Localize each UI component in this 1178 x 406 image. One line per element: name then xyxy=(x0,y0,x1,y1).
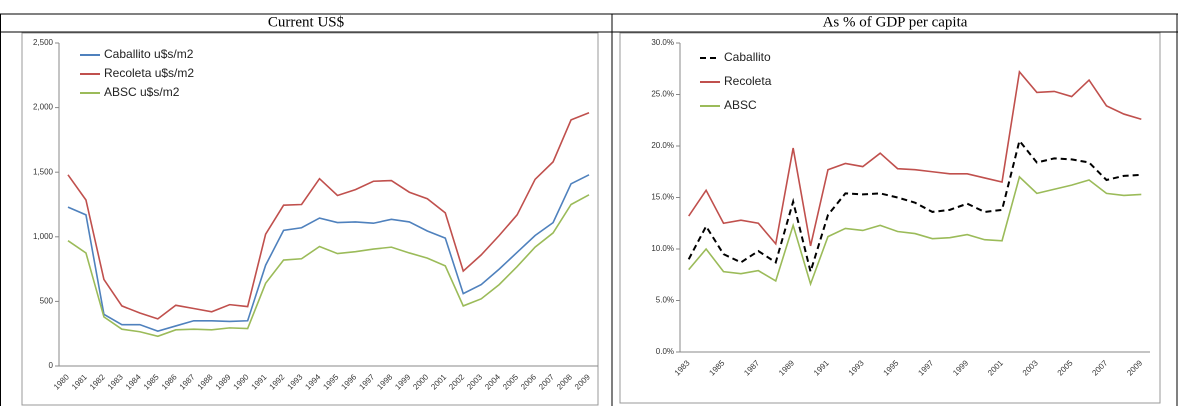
x-tick-label: 2008 xyxy=(555,372,574,391)
legend-label: Caballito u$s/m2 xyxy=(104,47,194,61)
x-tick-label: 1991 xyxy=(812,358,831,377)
x-tick-label: 2003 xyxy=(1021,358,1040,377)
x-tick-label: 2007 xyxy=(537,372,556,391)
series-line xyxy=(67,174,590,332)
x-tick-label: 1999 xyxy=(951,358,970,377)
x-tick-label: 1996 xyxy=(339,372,358,391)
x-tick-label: 1995 xyxy=(882,358,901,377)
x-tick-label: 1988 xyxy=(196,372,215,391)
legend-label: ABSC xyxy=(724,98,757,112)
legend-label: ABSC u$s/m2 xyxy=(104,85,180,99)
x-tick-label: 1983 xyxy=(673,358,692,377)
x-tick-label: 1985 xyxy=(707,358,726,377)
series-line xyxy=(688,175,1142,287)
x-tick-label: 2001 xyxy=(986,358,1005,377)
x-tick-label: 2006 xyxy=(519,372,538,391)
x-tick-label: 2001 xyxy=(429,372,448,391)
y-tick-label: 0.0% xyxy=(656,347,674,356)
x-tick-label: 1987 xyxy=(742,358,761,377)
x-tick-label: 2002 xyxy=(447,372,466,391)
x-tick-label: 1986 xyxy=(160,372,179,391)
x-tick-label: 1997 xyxy=(916,358,935,377)
x-tick-label: 1991 xyxy=(250,372,269,391)
y-tick-label: 1,500 xyxy=(33,167,54,176)
series-line xyxy=(67,194,590,338)
legend-label: Caballito xyxy=(724,50,771,64)
x-tick-label: 1995 xyxy=(321,372,340,391)
y-tick-label: 0 xyxy=(49,361,54,370)
y-tick-label: 2,000 xyxy=(33,103,54,112)
x-tick-label: 2005 xyxy=(501,372,520,391)
x-tick-label: 2004 xyxy=(483,372,502,391)
legend-label: Recoleta xyxy=(724,74,772,88)
table-frame xyxy=(0,13,1178,406)
y-tick-label: 30.0% xyxy=(651,38,674,47)
x-tick-label: 2007 xyxy=(1090,358,1109,377)
chart-frame xyxy=(619,32,1161,404)
y-tick-label: 2,500 xyxy=(33,38,54,47)
x-tick-label: 2005 xyxy=(1056,358,1075,377)
x-tick-label: 1990 xyxy=(232,372,251,391)
x-tick-label: 1994 xyxy=(303,372,322,391)
x-tick-label: 1980 xyxy=(52,372,71,391)
chart-title: Current US$ xyxy=(268,14,345,30)
x-tick-label: 1992 xyxy=(268,372,287,391)
chart-title: As % of GDP per capita xyxy=(823,14,968,30)
series-line xyxy=(67,112,590,320)
x-tick-label: 2003 xyxy=(465,372,484,391)
chart-frame xyxy=(21,32,599,406)
series-line xyxy=(688,69,1142,247)
x-tick-label: 2000 xyxy=(411,372,430,391)
x-tick-label: 1998 xyxy=(375,372,394,391)
x-tick-label: 2009 xyxy=(1125,358,1144,377)
x-tick-label: 1989 xyxy=(777,358,796,377)
series-line xyxy=(687,138,1142,276)
x-tick-label: 1981 xyxy=(70,372,89,391)
x-tick-label: 2009 xyxy=(573,372,592,391)
x-tick-label: 1989 xyxy=(214,372,233,391)
legend-label: Recoleta u$s/m2 xyxy=(104,66,194,80)
y-tick-label: 5.0% xyxy=(656,296,674,305)
x-tick-label: 1983 xyxy=(106,372,125,391)
x-tick-label: 1984 xyxy=(124,372,143,391)
x-tick-label: 1999 xyxy=(393,372,412,391)
x-tick-label: 1987 xyxy=(178,372,197,391)
y-tick-label: 15.0% xyxy=(651,193,674,202)
x-tick-label: 1993 xyxy=(847,358,866,377)
y-tick-label: 10.0% xyxy=(651,244,674,253)
x-tick-label: 1997 xyxy=(357,372,376,391)
y-tick-label: 1,000 xyxy=(33,232,54,241)
x-tick-label: 1985 xyxy=(142,372,161,391)
y-tick-label: 25.0% xyxy=(651,90,674,99)
x-tick-label: 1982 xyxy=(88,372,107,391)
y-tick-label: 20.0% xyxy=(651,141,674,150)
y-tick-label: 500 xyxy=(40,297,54,306)
x-tick-label: 1993 xyxy=(286,372,305,391)
